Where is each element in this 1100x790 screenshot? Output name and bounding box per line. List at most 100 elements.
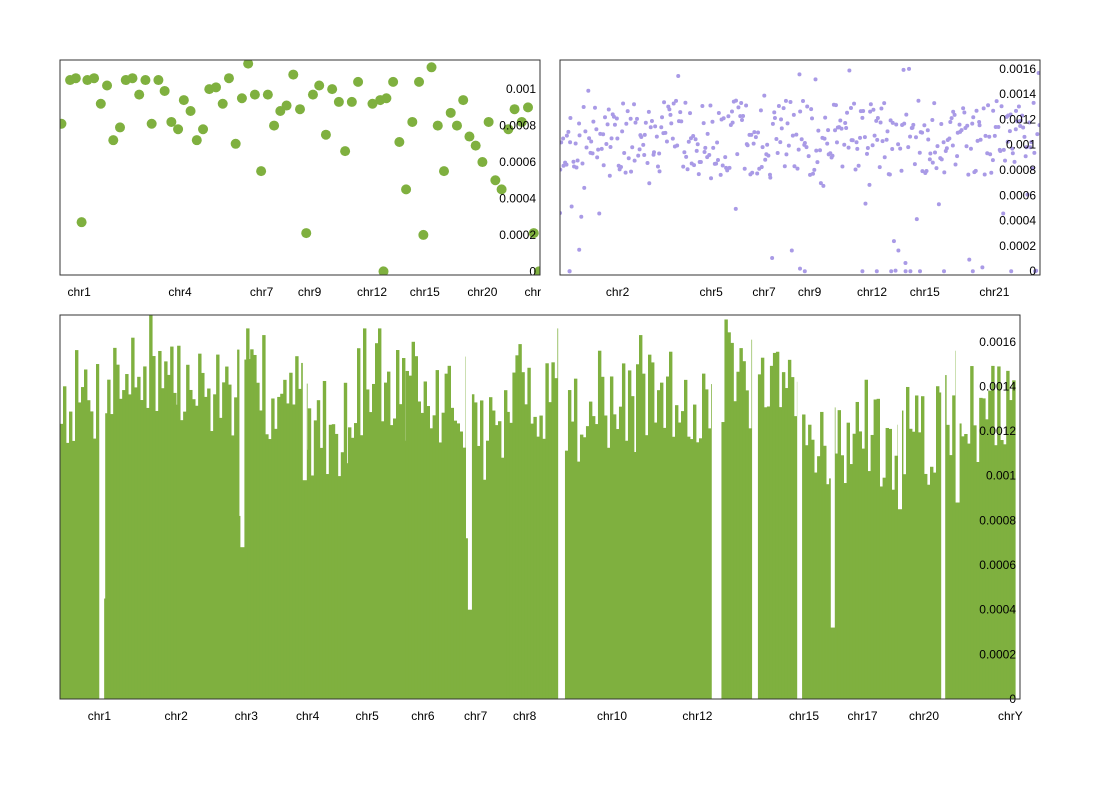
data-point xyxy=(560,140,564,145)
plot-area xyxy=(60,315,1016,699)
data-bar xyxy=(939,392,943,699)
data-bar xyxy=(554,378,558,699)
x-tick-label: chr5 xyxy=(356,709,380,723)
data-point xyxy=(1025,192,1030,197)
data-point xyxy=(898,146,903,151)
data-bar xyxy=(295,356,299,699)
data-bar xyxy=(268,439,272,699)
data-bar xyxy=(149,315,153,699)
data-point xyxy=(269,120,280,131)
data-point xyxy=(784,152,789,157)
data-point xyxy=(838,118,843,123)
data-point xyxy=(818,181,823,186)
y-tick-label: 0.0008 xyxy=(999,163,1036,177)
data-bar xyxy=(693,404,697,699)
data-point xyxy=(584,145,589,150)
data-point xyxy=(439,166,449,177)
data-point xyxy=(414,76,425,87)
data-point xyxy=(629,169,634,174)
data-bar xyxy=(837,410,841,699)
data-point xyxy=(667,107,672,112)
data-point xyxy=(856,163,861,168)
data-point xyxy=(978,137,983,142)
data-bar xyxy=(763,407,768,699)
data-bar xyxy=(867,471,871,699)
data-point xyxy=(1029,140,1034,145)
data-bar xyxy=(247,359,251,699)
data-point xyxy=(632,102,637,107)
data-point xyxy=(1021,125,1026,130)
data-point xyxy=(950,143,955,148)
data-point xyxy=(566,129,571,134)
data-bar xyxy=(826,484,830,699)
data-point xyxy=(153,75,164,86)
y-tick-label: 0.0008 xyxy=(979,513,1016,527)
data-point xyxy=(622,151,627,156)
data-point xyxy=(782,164,787,169)
data-bar xyxy=(420,412,424,699)
data-point xyxy=(1024,145,1029,150)
data-bar xyxy=(161,388,165,699)
y-tick-label: 0.0006 xyxy=(999,188,1036,202)
data-bar xyxy=(705,389,709,699)
data-point xyxy=(961,106,966,111)
data-bar xyxy=(231,435,235,699)
data-point xyxy=(625,109,630,114)
data-bar xyxy=(970,366,974,699)
data-point xyxy=(779,126,784,131)
top-left-scatter-panel: 0 0.0002 0.0004 0.0006 0.0008 0.001 chr1 chr4 ch… xyxy=(59,59,541,299)
data-bar xyxy=(343,382,348,699)
data-bar xyxy=(973,425,977,699)
data-bar xyxy=(976,462,980,699)
data-point xyxy=(928,151,933,156)
data-bar xyxy=(885,427,889,699)
data-point xyxy=(700,103,705,108)
data-point xyxy=(826,128,831,133)
data-bar xyxy=(843,483,847,699)
data-bar xyxy=(216,354,220,699)
x-tick-label: chr2 xyxy=(164,709,188,723)
data-point xyxy=(587,136,592,141)
data-bar xyxy=(955,350,959,699)
data-point xyxy=(662,100,667,105)
data-point xyxy=(1018,118,1023,123)
data-point xyxy=(760,145,765,150)
data-point xyxy=(926,137,931,142)
data-bar xyxy=(432,415,436,699)
data-point xyxy=(934,166,939,171)
data-point xyxy=(1010,146,1015,151)
data-point xyxy=(894,122,899,127)
data-point xyxy=(906,145,911,150)
data-point xyxy=(970,121,975,126)
data-bar xyxy=(663,427,667,699)
data-bar xyxy=(87,400,91,699)
data-bar xyxy=(310,475,315,699)
data-point xyxy=(679,119,684,124)
data-bar xyxy=(567,390,572,699)
data-bar xyxy=(861,448,865,699)
data-bar xyxy=(90,411,94,699)
data-bar xyxy=(411,341,415,699)
data-point xyxy=(378,266,389,275)
data-point xyxy=(657,151,662,156)
data-point xyxy=(693,137,698,142)
data-bar xyxy=(952,395,956,699)
data-bar xyxy=(748,428,752,699)
data-bar xyxy=(515,355,519,699)
data-point xyxy=(805,104,810,109)
data-bar xyxy=(441,412,445,699)
x-tick-label: chr10 xyxy=(597,709,627,723)
data-point xyxy=(735,152,740,157)
data-bar xyxy=(536,436,540,699)
data-point xyxy=(939,121,944,126)
data-point xyxy=(842,142,847,147)
data-point xyxy=(589,139,594,144)
data-point xyxy=(821,183,826,188)
data-point xyxy=(582,185,587,190)
data-point xyxy=(798,266,802,271)
x-tick-label: chr12 xyxy=(857,285,887,299)
data-point xyxy=(871,107,876,112)
data-point xyxy=(295,104,305,115)
data-bar xyxy=(152,356,156,699)
plot-area xyxy=(60,60,540,275)
